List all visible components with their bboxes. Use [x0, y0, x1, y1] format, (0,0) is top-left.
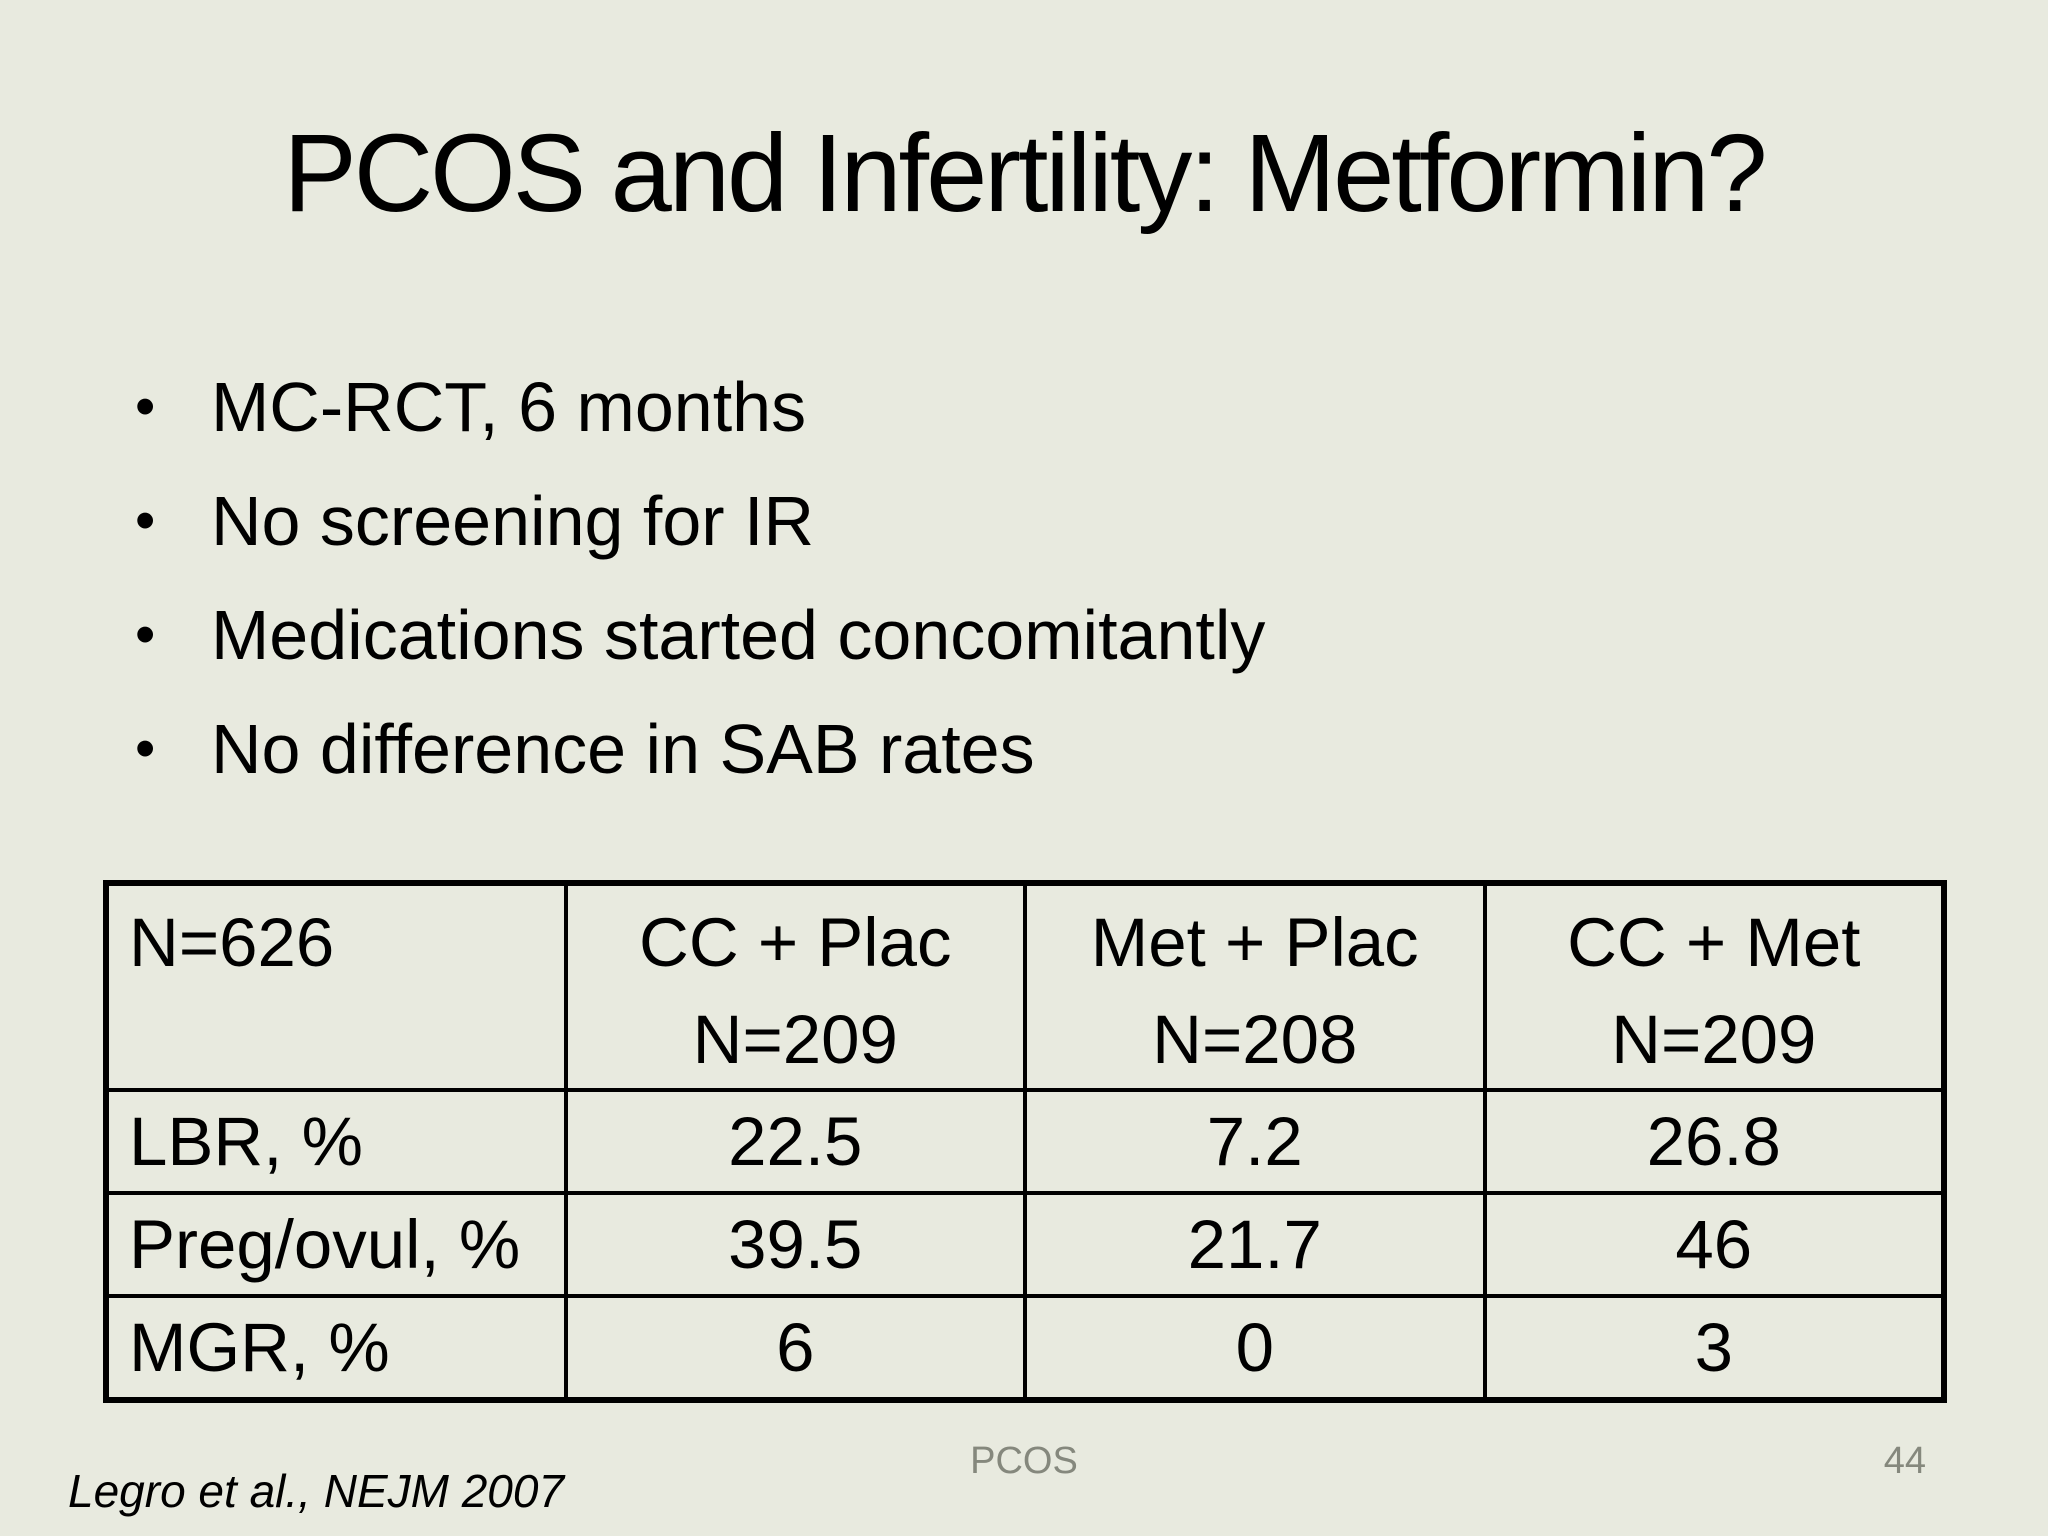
- cell-value: 0: [1023, 1294, 1487, 1402]
- cell-value: 3: [1482, 1294, 1946, 1402]
- bullet-text: No screening for IR: [211, 482, 815, 560]
- bullet-item: • No difference in SAB rates: [135, 692, 1265, 806]
- cell-value: 39.5: [563, 1191, 1027, 1298]
- header-text: N=626: [129, 904, 335, 981]
- bullet-item: • MC-RCT, 6 months: [135, 350, 1265, 464]
- bullet-icon: •: [135, 602, 156, 667]
- bullet-text: Medications started concomitantly: [211, 596, 1266, 674]
- cell-value: 6: [563, 1294, 1027, 1402]
- page-title: PCOS and Infertility: Metformin?: [283, 112, 1767, 235]
- header-n-label: N=208: [1152, 1001, 1358, 1078]
- header-group-label: CC + Plac: [638, 904, 952, 981]
- bullet-text: MC-RCT, 6 months: [211, 368, 807, 446]
- cell-value: 26.8: [1482, 1088, 1946, 1195]
- table-corner-header: N=626: [104, 881, 568, 1092]
- table-header-row: N=626 CC + Plac N=209 Met + Plac N=208 C…: [104, 881, 1946, 1092]
- header-n-label: N=209: [692, 1001, 898, 1078]
- cell-value: 46: [1482, 1191, 1946, 1298]
- bullet-item: • No screening for IR: [135, 464, 1265, 578]
- slide-number: 44: [1883, 1440, 1926, 1482]
- bullet-item: • Medications started concomitantly: [135, 578, 1265, 692]
- bullet-list: • MC-RCT, 6 months • No screening for IR…: [135, 350, 1265, 806]
- row-label: Preg/ovul, %: [104, 1191, 568, 1298]
- bullet-text: No difference in SAB rates: [211, 710, 1035, 788]
- header-group-label: Met + Plac: [1090, 904, 1419, 981]
- table-column-header: Met + Plac N=208: [1023, 881, 1487, 1092]
- table-row: LBR, % 22.5 7.2 26.8: [104, 1088, 1946, 1195]
- footer-title: PCOS: [970, 1440, 1078, 1482]
- row-label: MGR, %: [104, 1294, 568, 1402]
- row-label: LBR, %: [104, 1088, 568, 1195]
- citation-text: Legro et al., NEJM 2007: [68, 1465, 565, 1517]
- bullet-icon: •: [135, 374, 156, 439]
- cell-value: 22.5: [563, 1088, 1027, 1195]
- table-row: Preg/ovul, % 39.5 21.7 46: [104, 1191, 1946, 1298]
- table-row: MGR, % 6 0 3: [104, 1294, 1946, 1402]
- header-n-label: N=209: [1611, 1001, 1817, 1078]
- bullet-icon: •: [135, 716, 156, 781]
- header-group-label: CC + Met: [1567, 904, 1861, 981]
- table-column-header: CC + Met N=209: [1482, 881, 1946, 1092]
- cell-value: 21.7: [1023, 1191, 1487, 1298]
- bullet-icon: •: [135, 488, 156, 553]
- results-table: N=626 CC + Plac N=209 Met + Plac N=208 C…: [103, 880, 1947, 1403]
- table-column-header: CC + Plac N=209: [563, 881, 1027, 1092]
- cell-value: 7.2: [1023, 1088, 1487, 1195]
